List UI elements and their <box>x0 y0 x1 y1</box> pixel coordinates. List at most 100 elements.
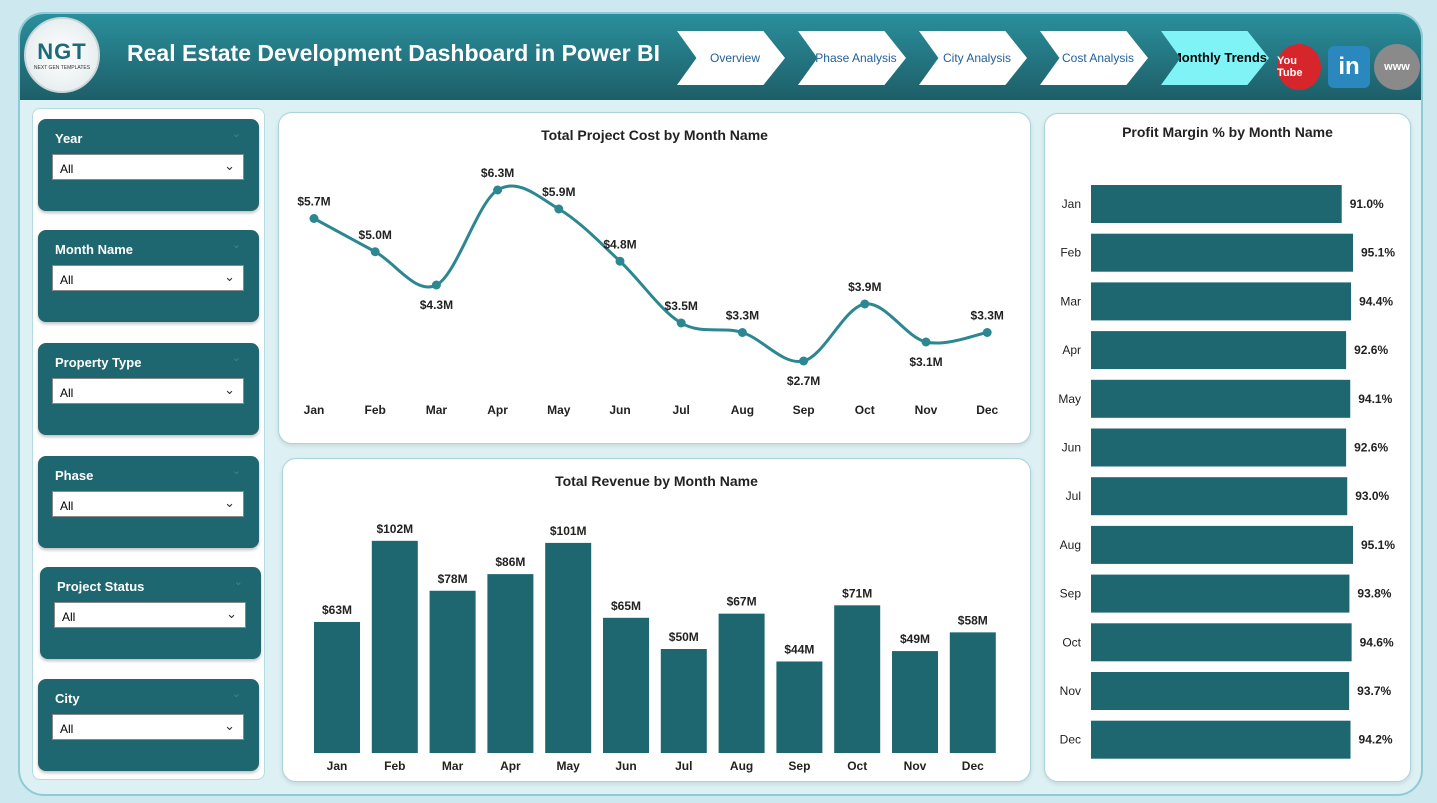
dropdown-value: All <box>60 386 74 400</box>
x-tick-label: Jul <box>675 759 692 773</box>
data-point <box>921 337 931 347</box>
data-label: $4.8M <box>603 237 636 251</box>
logo-text: NGT <box>37 39 87 64</box>
youtube-icon[interactable]: You Tube <box>1277 44 1321 90</box>
filter-month-name: Month Name ⌄ All ⌄ <box>38 230 259 322</box>
data-label: $50M <box>669 630 699 644</box>
revenue-bar <box>603 617 649 753</box>
data-label: 94.1% <box>1358 392 1392 406</box>
y-tick-label: May <box>1058 392 1081 406</box>
y-tick-label: Jul <box>1066 489 1081 503</box>
data-label: $78M <box>438 572 468 586</box>
profit-bar <box>1091 379 1351 418</box>
revenue-bar <box>892 651 938 753</box>
collapse-chevron-icon[interactable]: ⌄ <box>231 128 241 140</box>
profit-bar <box>1091 233 1354 272</box>
nav-overview[interactable]: Overview <box>677 31 785 85</box>
data-label: $5.0M <box>359 228 392 242</box>
x-tick-label: Nov <box>904 759 927 773</box>
data-label: $102M <box>376 522 413 536</box>
x-tick-label: May <box>557 759 581 773</box>
data-label: $71M <box>842 586 872 600</box>
filter-city: City ⌄ All ⌄ <box>38 679 259 771</box>
x-tick-label: Aug <box>731 403 754 417</box>
y-tick-label: Sep <box>1060 587 1082 601</box>
x-tick-label: Nov <box>915 403 938 417</box>
profit-bar <box>1091 477 1348 516</box>
nav-monthly-trends[interactable]: Monthly Trends <box>1161 31 1269 85</box>
profit-bar <box>1091 331 1347 370</box>
filter-dropdown[interactable]: All ⌄ <box>52 154 244 180</box>
y-tick-label: Aug <box>1060 538 1081 552</box>
data-point <box>554 204 564 214</box>
filter-project-status: Project Status ⌄ All ⌄ <box>40 567 261 659</box>
filter-dropdown[interactable]: All ⌄ <box>52 491 244 517</box>
collapse-chevron-icon[interactable]: ⌄ <box>231 465 241 477</box>
profit-bar <box>1091 672 1350 710</box>
data-label: $3.1M <box>909 355 942 369</box>
profit-bar <box>1091 185 1342 223</box>
x-tick-label: Jul <box>673 403 690 417</box>
x-tick-label: Jan <box>327 759 348 773</box>
data-point <box>615 256 625 266</box>
filter-dropdown[interactable]: All ⌄ <box>52 265 244 291</box>
collapse-chevron-icon[interactable]: ⌄ <box>231 239 241 251</box>
chevron-down-icon: ⌄ <box>224 382 235 397</box>
x-tick-label: Apr <box>487 403 508 417</box>
x-tick-label: Sep <box>793 403 815 417</box>
filter-dropdown[interactable]: All ⌄ <box>52 714 244 740</box>
data-label: $4.3M <box>420 298 453 312</box>
data-label: 94.6% <box>1360 635 1394 649</box>
profit-bar <box>1091 623 1352 662</box>
collapse-chevron-icon[interactable]: ⌄ <box>233 576 243 588</box>
chevron-down-icon: ⌄ <box>224 495 235 510</box>
y-tick-label: Dec <box>1060 733 1081 747</box>
globe-icon[interactable]: www <box>1374 44 1420 90</box>
linkedin-icon[interactable]: in <box>1328 46 1370 88</box>
filter-label: Property Type <box>55 355 142 370</box>
data-label: $5.7M <box>297 195 330 209</box>
x-tick-label: Feb <box>384 759 405 773</box>
data-point <box>676 318 686 328</box>
chart-title: Total Revenue by Month Name <box>555 473 758 489</box>
data-label: 93.8% <box>1357 587 1391 601</box>
y-tick-label: Jun <box>1062 441 1081 455</box>
x-tick-label: Jun <box>615 759 636 773</box>
cost-line <box>313 184 988 363</box>
profit-bar <box>1091 720 1351 759</box>
y-tick-label: Nov <box>1060 684 1081 698</box>
y-tick-label: Apr <box>1062 343 1081 357</box>
x-tick-label: Jun <box>609 403 630 417</box>
revenue-bar <box>834 605 881 753</box>
filter-dropdown[interactable]: All ⌄ <box>54 602 246 628</box>
revenue-bar-chart: Total Revenue by Month Name $63M Jan $102M… <box>282 458 1031 782</box>
data-label: 93.0% <box>1355 489 1389 503</box>
chevron-down-icon: ⌄ <box>224 269 235 284</box>
nav-city-analysis[interactable]: City Analysis <box>919 31 1027 85</box>
nav-phase-analysis[interactable]: Phase Analysis <box>798 31 906 85</box>
filter-label: Phase <box>55 468 94 483</box>
x-tick-label: Jan <box>304 403 325 417</box>
filter-dropdown[interactable]: All ⌄ <box>52 378 244 404</box>
data-label: $3.5M <box>665 299 698 313</box>
data-label: 91.0% <box>1350 197 1384 211</box>
revenue-bar <box>660 649 707 753</box>
x-tick-label: Dec <box>976 403 998 417</box>
profit-margin-bar-chart: Profit Margin % by Month Name 91.0% Jan 95… <box>1044 113 1411 782</box>
data-label: $58M <box>958 613 988 627</box>
nav-cost-analysis[interactable]: Cost Analysis <box>1040 31 1148 85</box>
data-label: $86M <box>495 555 525 569</box>
collapse-chevron-icon[interactable]: ⌄ <box>231 688 241 700</box>
filter-label: City <box>55 691 80 706</box>
x-tick-label: Oct <box>847 759 867 773</box>
data-point <box>309 214 319 223</box>
data-label: $65M <box>611 599 641 613</box>
revenue-bar <box>429 590 476 753</box>
y-tick-label: Jan <box>1062 197 1081 211</box>
data-label: $101M <box>550 524 587 538</box>
collapse-chevron-icon[interactable]: ⌄ <box>231 352 241 364</box>
data-point <box>982 328 992 337</box>
header: NGT NEXT GEN TEMPLATES Real Estate Develo… <box>20 14 1421 100</box>
data-point <box>370 247 380 257</box>
data-label: 95.1% <box>1361 538 1395 552</box>
